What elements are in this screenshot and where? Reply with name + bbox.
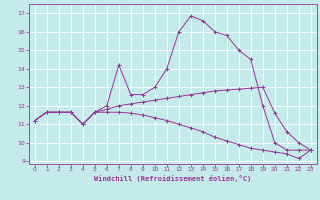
X-axis label: Windchill (Refroidissement éolien,°C): Windchill (Refroidissement éolien,°C) [94,175,252,182]
